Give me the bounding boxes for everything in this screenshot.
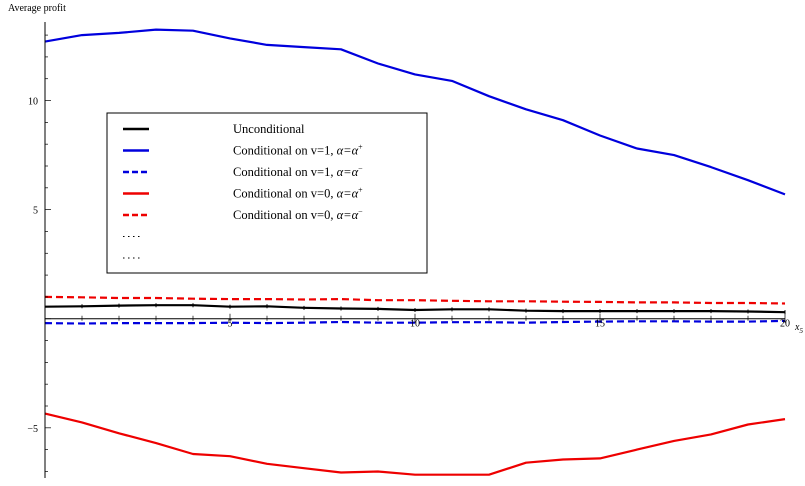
x-tick-label: 5 — [228, 319, 233, 330]
series-line-1 — [44, 304, 786, 314]
legend-label-text: Conditional on v=1, — [233, 165, 337, 179]
y-tick-label: −5 — [27, 424, 38, 435]
series-line-5 — [44, 295, 786, 305]
legend-label-text: Conditional on v=1, — [233, 144, 337, 158]
legend-box — [106, 112, 428, 274]
legend-label-superscript: + — [358, 143, 363, 152]
legend-label: Conditional on v=0, α=α+ — [233, 186, 363, 201]
x-axis-label: x5 — [794, 322, 803, 335]
legend-label-text: Conditional on v=0, — [233, 208, 337, 222]
legend-label: Unconditional — [233, 122, 305, 136]
ticks-layer: 5 10 15 20 −5 5 10 — [27, 34, 790, 472]
series-line-4 — [44, 412, 786, 476]
legend-label-superscript: + — [358, 186, 363, 195]
legend-label-alpha: α=α — [337, 165, 359, 179]
x-tick-label: 10 — [410, 319, 420, 330]
y-axis-label: Average profit — [8, 3, 66, 14]
legend-label: Conditional on v=1, α=α+ — [233, 143, 363, 158]
x-axis-label-subscript: 5 — [799, 327, 803, 335]
legend-label-superscript: − — [358, 164, 363, 173]
legend-label-alpha: α=α — [337, 144, 359, 158]
x-tick-label: 15 — [595, 319, 605, 330]
series-line-2 — [44, 28, 786, 196]
legend-label-text: Conditional on v=0, — [233, 187, 337, 201]
y-tick-label: 5 — [33, 206, 38, 217]
legend-label-superscript: − — [358, 207, 363, 216]
y-tick-label: 10 — [28, 97, 38, 108]
series-layer — [44, 28, 786, 476]
legend-label: Conditional on v=1, α=α− — [233, 164, 363, 179]
legend-label-alpha: α=α — [337, 208, 359, 222]
legend-label: Conditional on v=0, α=α− — [233, 207, 363, 222]
x-axis-label-main: x — [794, 322, 800, 333]
series-line-3 — [44, 319, 786, 325]
x-tick-label: 20 — [780, 319, 790, 330]
legend-label-alpha: α=α — [337, 187, 359, 201]
